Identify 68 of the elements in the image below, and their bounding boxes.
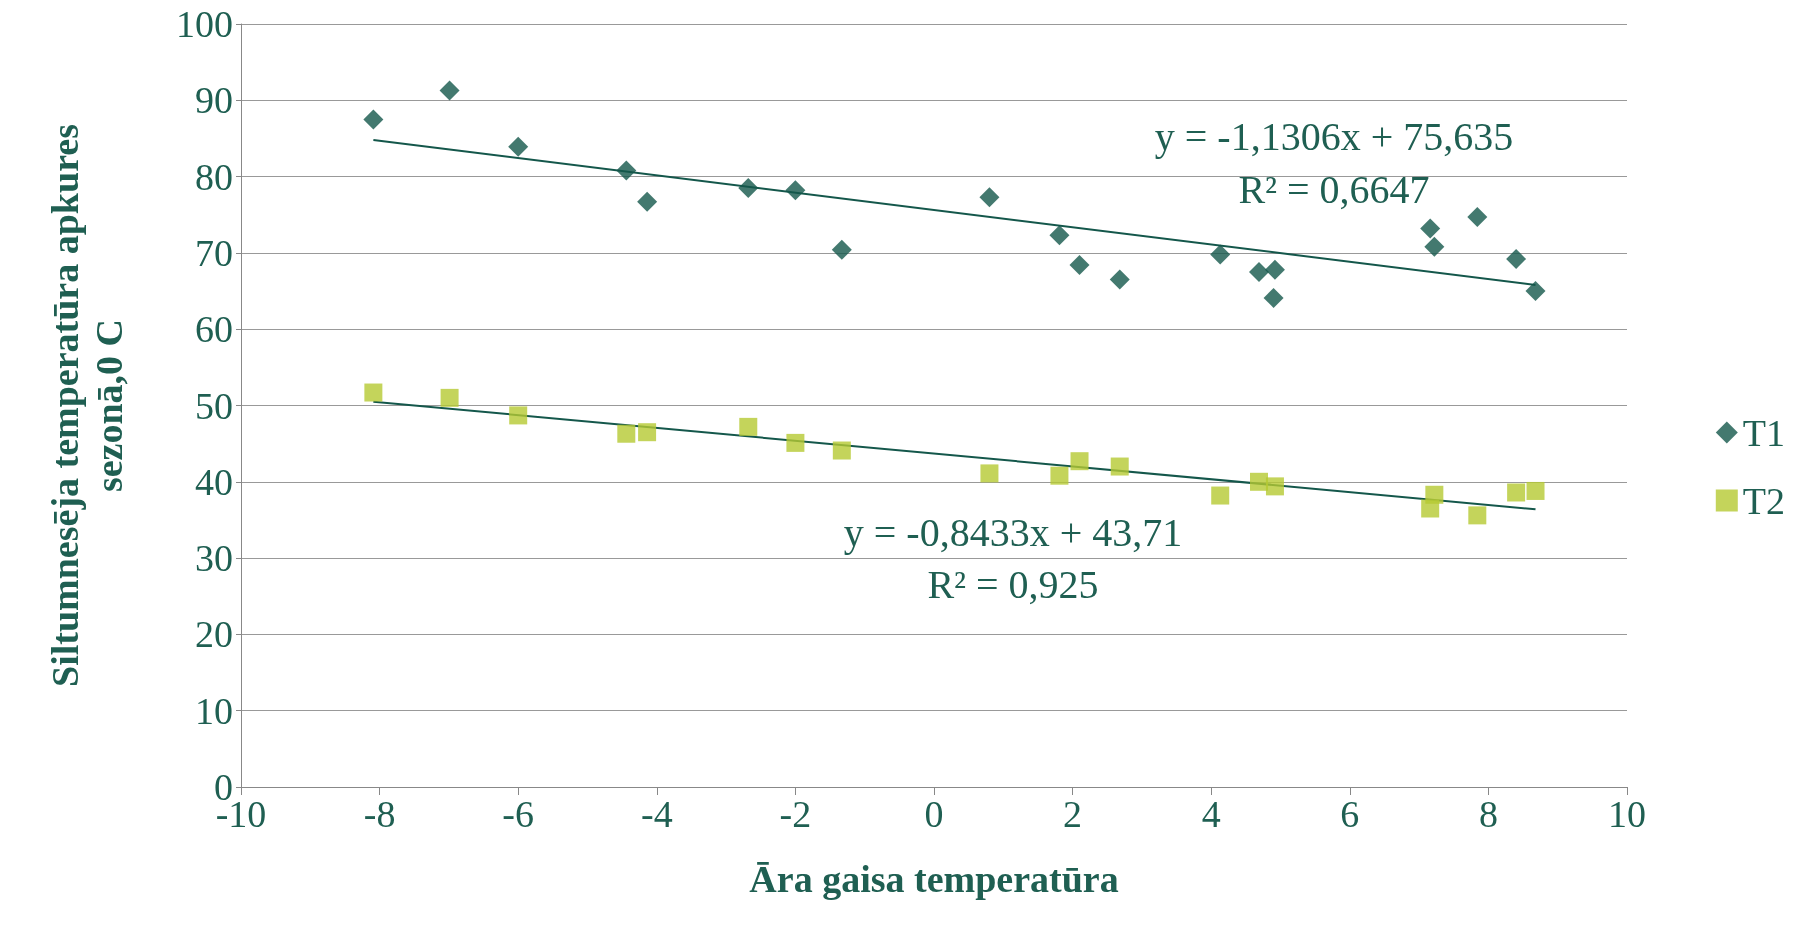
y-tick-label: 90	[195, 79, 233, 122]
y-tick-label: 50	[195, 384, 233, 427]
point	[1420, 218, 1441, 239]
point	[1109, 269, 1130, 290]
point	[1070, 452, 1089, 471]
point	[617, 424, 636, 443]
y-tick-label: 80	[195, 155, 233, 198]
point	[616, 160, 637, 181]
x-tick-label: 8	[1478, 793, 1498, 835]
point	[1069, 255, 1090, 276]
point	[1049, 225, 1070, 246]
point	[440, 388, 459, 407]
point	[979, 187, 1000, 208]
point	[980, 464, 999, 483]
legend-label: T2	[1742, 479, 1786, 522]
point	[738, 178, 759, 199]
point	[1263, 287, 1284, 308]
y-tick-label: 10	[195, 689, 233, 732]
y-tick-label: 60	[195, 308, 233, 351]
x-tick-label: 10	[1608, 793, 1646, 835]
point	[638, 423, 657, 442]
point	[1110, 457, 1129, 476]
y-tick-label: 100	[176, 3, 233, 45]
x-tick-label: 0	[924, 793, 944, 835]
point	[1211, 486, 1230, 505]
point	[508, 136, 529, 157]
point	[739, 417, 758, 436]
legend-label: T1	[1742, 411, 1786, 454]
y-tick-label: 30	[195, 537, 233, 580]
point	[1525, 281, 1546, 302]
point	[1468, 506, 1487, 525]
x-tick-label: -4	[640, 793, 673, 835]
point	[1424, 236, 1445, 257]
point	[509, 406, 528, 425]
y-tick-label: 70	[195, 231, 233, 274]
x-tick-label: -6	[502, 793, 535, 835]
point	[831, 239, 852, 260]
point	[1050, 466, 1069, 485]
x-tick-label: -8	[363, 793, 396, 835]
annotation: R² = 0,6647	[1238, 166, 1430, 212]
point	[1264, 259, 1285, 280]
y-tick-label: 20	[195, 613, 233, 656]
point	[637, 191, 658, 212]
point	[1467, 207, 1488, 228]
y-tick-label: 40	[195, 460, 233, 503]
point	[1526, 481, 1545, 500]
x-tick-label: 6	[1340, 793, 1360, 835]
point	[364, 383, 383, 402]
point	[363, 109, 384, 130]
y-axis-title: Siltumnesēja temperatūra apkures sezonā,0 C	[44, 124, 130, 687]
point	[786, 433, 805, 452]
x-tick-label: -2	[779, 793, 812, 835]
point	[1425, 485, 1444, 504]
point	[785, 180, 806, 201]
point	[1506, 249, 1527, 269]
x-axis-title: Āra gaisa temperatūra	[749, 858, 1119, 900]
point	[1265, 477, 1284, 496]
x-tick-label: 2	[1063, 793, 1083, 835]
point	[832, 441, 851, 460]
point	[1250, 472, 1269, 491]
point	[1507, 483, 1526, 502]
point	[1210, 244, 1231, 265]
point	[1249, 261, 1270, 282]
point	[439, 80, 460, 101]
annotation: y = -1,1306x + 75,635	[1154, 113, 1514, 159]
x-tick-label: 4	[1201, 793, 1221, 835]
annotation: R² = 0,925	[927, 561, 1099, 607]
annotation: y = -0,8433x + 43,71	[843, 509, 1183, 555]
